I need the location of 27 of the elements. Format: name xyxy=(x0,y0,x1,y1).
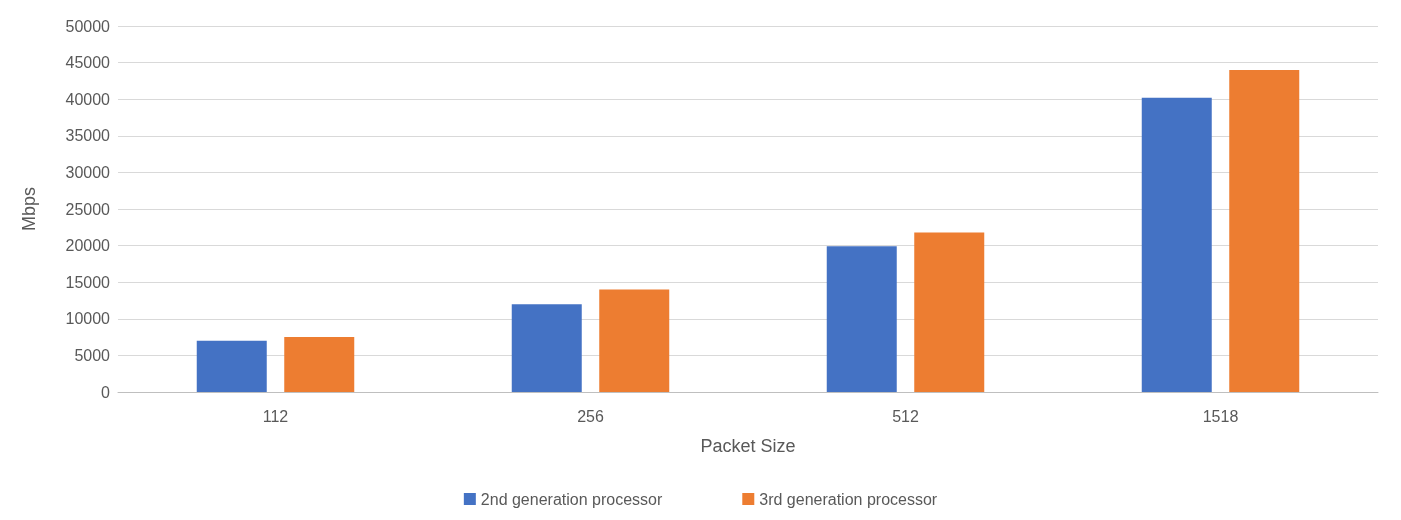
x-tick-label: 256 xyxy=(577,407,604,425)
legend-label: 2nd generation processor xyxy=(480,490,663,508)
y-tick-label: 10000 xyxy=(65,310,111,328)
y-tick-label: 40000 xyxy=(65,90,111,108)
y-tick-label: 5000 xyxy=(74,346,111,364)
y-tick-label: 30000 xyxy=(65,163,111,181)
bar xyxy=(1229,69,1300,392)
x-tick-label: 1518 xyxy=(1202,407,1239,425)
y-tick-label: 20000 xyxy=(65,237,111,255)
y-tick-label: 35000 xyxy=(65,127,111,145)
bar xyxy=(914,232,985,392)
bar xyxy=(1141,97,1212,392)
bar xyxy=(599,289,670,392)
y-tick-label: 45000 xyxy=(65,54,111,72)
bar xyxy=(284,337,355,392)
bar xyxy=(196,340,267,392)
x-tick-label: 512 xyxy=(892,407,919,425)
y-axis-title: Mbps xyxy=(19,186,39,232)
y-tick-label: 0 xyxy=(101,383,111,401)
bar xyxy=(511,304,582,392)
y-tick-label: 25000 xyxy=(65,200,111,218)
x-axis-title: Packet Size xyxy=(700,436,796,456)
x-tick-label: 112 xyxy=(262,407,289,425)
y-tick-label: 15000 xyxy=(65,273,111,291)
legend-label: 3rd generation processor xyxy=(759,490,938,508)
bar xyxy=(826,246,897,392)
y-tick-label: 50000 xyxy=(65,17,111,35)
